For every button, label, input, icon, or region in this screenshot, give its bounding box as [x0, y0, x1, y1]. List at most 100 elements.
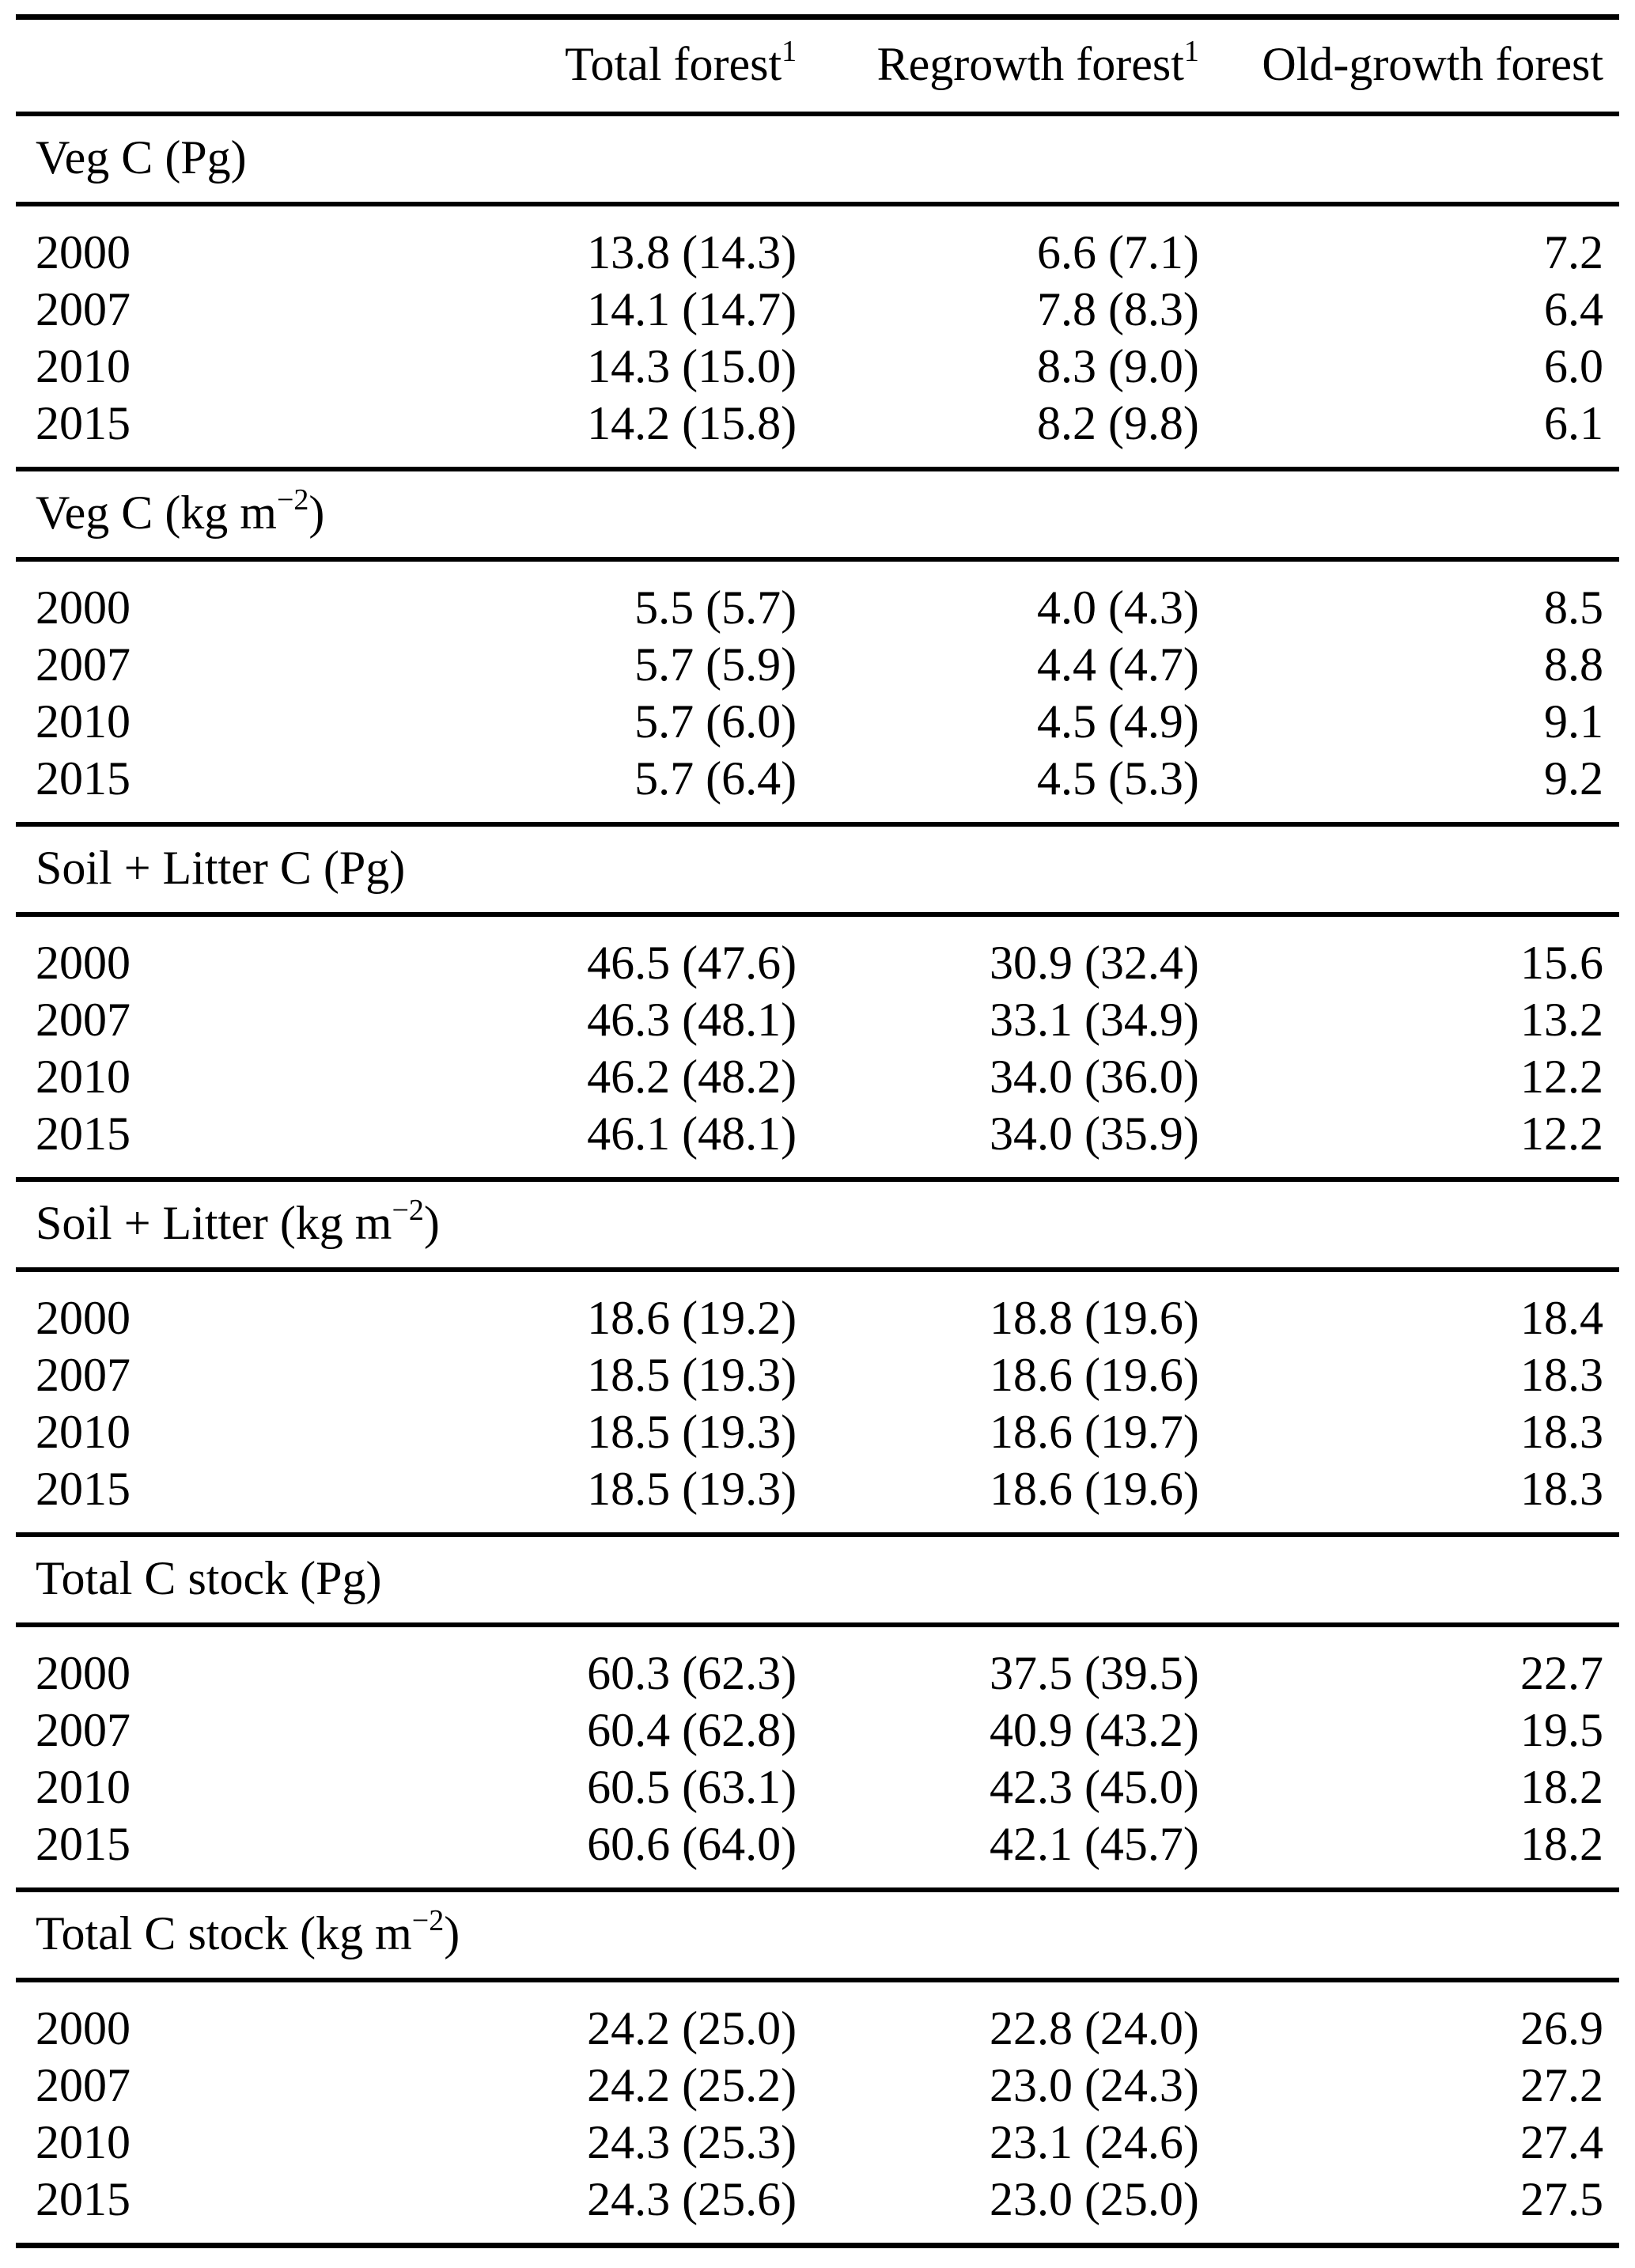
section-label-superscript: −2 — [392, 1194, 424, 1227]
year-cell: 2015 — [36, 397, 131, 449]
column-header-row: Total forest1 Regrowth forest1 Old-growt… — [16, 14, 1619, 116]
year-cell: 2007 — [36, 994, 131, 1046]
section-label: Total C stock (kg m — [36, 1907, 412, 1959]
section-label-suffix: ) — [308, 487, 325, 539]
table-row: 2010 24.3 (25.3) 23.1 (24.6) 27.4 — [16, 2114, 1619, 2171]
section-header-row: Soil + Litter C (Pg) — [16, 822, 1619, 917]
table-row: 2010 14.3 (15.0) 8.3 (9.0) 6.0 — [16, 338, 1619, 395]
year-cell: 2015 — [16, 2171, 417, 2248]
section-label-cell: Total C stock (kg m−2) — [16, 1887, 1619, 1982]
column-header-footnote-marker: 1 — [782, 35, 797, 68]
old-growth-forest-value-cell: 6.0 — [1544, 340, 1603, 392]
table-row: 2007 14.1 (14.7) 7.8 (8.3) 6.4 — [16, 281, 1619, 338]
old-growth-forest-value-cell: 12.2 — [1520, 1051, 1603, 1103]
forest-carbon-table: Total forest1 Regrowth forest1 Old-growt… — [16, 14, 1619, 2248]
total-forest-value-cell: 14.2 (15.8) — [587, 397, 797, 449]
column-header-footnote-marker: 1 — [1183, 35, 1199, 68]
regrowth-forest-value-cell: 4.5 (4.9) — [1036, 695, 1199, 748]
column-header-old-growth-forest: Old-growth forest — [1198, 14, 1619, 116]
section-header-row: Veg C (Pg) — [16, 112, 1619, 206]
table-row: 2000 13.8 (14.3) 6.6 (7.1) 7.2 — [16, 204, 1619, 281]
regrowth-forest-value-cell: 34.0 (36.0) — [989, 1051, 1199, 1103]
total-forest-value-cell: 46.3 (48.1) — [587, 994, 797, 1046]
total-forest-value-cell: 46.2 (48.2) — [587, 1051, 797, 1103]
section-label: Veg C (Pg) — [36, 131, 247, 184]
regrowth-forest-value-cell: 18.6 (19.6) — [989, 1349, 1199, 1401]
old-growth-forest-value-cell: 18.2 — [1520, 1818, 1603, 1870]
total-forest-value-cell: 5.7 (6.0) — [634, 695, 797, 748]
regrowth-forest-value-cell: 37.5 (39.5) — [989, 1647, 1199, 1699]
section-label: Total C stock (Pg) — [36, 1552, 382, 1604]
section-label: Veg C (kg m — [36, 487, 277, 539]
section-header-row: Veg C (kg m−2) — [16, 467, 1619, 562]
regrowth-forest-value-cell: 23.0 (24.3) — [989, 2059, 1199, 2111]
total-forest-value-cell: 60.5 (63.1) — [587, 1761, 797, 1813]
year-cell: 2010 — [36, 1051, 131, 1103]
old-growth-forest-value-cell: 6.4 — [1544, 283, 1603, 335]
total-forest-value-cell: 60.3 (62.3) — [587, 1647, 797, 1699]
old-growth-forest-value-cell: 18.2 — [1520, 1761, 1603, 1813]
total-forest-value-cell: 24.2 (25.0) — [587, 2002, 797, 2054]
table-row: 2010 60.5 (63.1) 42.3 (45.0) 18.2 — [16, 1759, 1619, 1816]
total-forest-value-cell: 18.5 (19.3) — [587, 1463, 797, 1515]
year-cell: 2000 — [36, 1292, 131, 1344]
year-cell: 2007 — [36, 638, 131, 691]
table-row: 2015 60.6 (64.0) 42.1 (45.7) 18.2 — [16, 1816, 1619, 1890]
old-growth-forest-value-cell: 18.3 — [1520, 1463, 1603, 1515]
old-growth-forest-value-cell: 13.2 — [1520, 994, 1603, 1046]
regrowth-forest-value-cell: 22.8 (24.0) — [989, 2002, 1199, 2054]
old-growth-forest-value-cell: 8.5 — [1544, 581, 1603, 634]
table-row: 2000 5.5 (5.7) 4.0 (4.3) 8.5 — [16, 559, 1619, 636]
table-row: 2015 5.7 (6.4) 4.5 (5.3) 9.2 — [16, 750, 1619, 824]
regrowth-forest-value-cell: 30.9 (32.4) — [989, 937, 1199, 989]
regrowth-forest-value-cell: 4.4 (4.7) — [1036, 638, 1199, 691]
year-cell: 2000 — [36, 226, 131, 278]
regrowth-forest-value-cell: 8.2 (9.8) — [1036, 397, 1199, 449]
total-forest-value-cell: 24.3 (25.3) — [587, 2116, 797, 2168]
regrowth-forest-value-cell: 4.0 (4.3) — [1036, 581, 1199, 634]
regrowth-forest-value-cell: 34.0 (35.9) — [989, 1107, 1199, 1160]
old-growth-forest-value-cell: 15.6 — [1520, 937, 1603, 989]
table-row: 2007 24.2 (25.2) 23.0 (24.3) 27.2 — [16, 2057, 1619, 2114]
year-cell: 2010 — [36, 1761, 131, 1813]
year-cell: 2010 — [36, 2116, 131, 2168]
year-cell: 2007 — [36, 1704, 131, 1756]
section-label-superscript: −2 — [276, 483, 309, 517]
table-row: 2015 24.3 (25.6) 23.0 (25.0) 27.5 — [16, 2171, 1619, 2248]
regrowth-forest-value-cell: 23.0 (25.0) — [797, 2171, 1199, 2248]
table-row: 2000 60.3 (62.3) 37.5 (39.5) 22.7 — [16, 1625, 1619, 1702]
table-row: 2010 18.5 (19.3) 18.6 (19.7) 18.3 — [16, 1403, 1619, 1460]
table-row: 2007 46.3 (48.1) 33.1 (34.9) 13.2 — [16, 991, 1619, 1048]
section-label: Soil + Litter C (Pg) — [36, 842, 406, 894]
year-cell: 2015 — [36, 752, 131, 805]
year-cell: 2000 — [36, 2002, 131, 2054]
regrowth-forest-value-cell: 18.6 (19.6) — [989, 1463, 1199, 1515]
column-header-total-forest: Total forest1 — [416, 14, 797, 116]
section-header-row: Soil + Litter (kg m−2) — [16, 1177, 1619, 1272]
year-cell: 2015 — [36, 1818, 131, 1870]
regrowth-forest-value-cell: 42.3 (45.0) — [989, 1761, 1199, 1813]
table-row: 2010 5.7 (6.0) 4.5 (4.9) 9.1 — [16, 693, 1619, 750]
table-row: 2015 46.1 (48.1) 34.0 (35.9) 12.2 — [16, 1105, 1619, 1179]
old-growth-forest-value-cell: 22.7 — [1520, 1647, 1603, 1699]
old-growth-forest-value-cell: 9.1 — [1544, 695, 1603, 748]
section-label-suffix: ) — [444, 1907, 460, 1959]
total-forest-value-cell: 5.7 (6.4) — [634, 752, 797, 805]
regrowth-forest-value-cell: 42.1 (45.7) — [989, 1818, 1199, 1870]
table-row: 2015 14.2 (15.8) 8.2 (9.8) 6.1 — [16, 395, 1619, 469]
total-forest-value-cell: 24.2 (25.2) — [587, 2059, 797, 2111]
old-growth-forest-value-cell: 18.3 — [1520, 1406, 1603, 1458]
year-cell: 2007 — [36, 2059, 131, 2111]
total-forest-value-cell: 60.4 (62.8) — [587, 1704, 797, 1756]
old-growth-forest-value-cell: 6.1 — [1544, 397, 1603, 449]
total-forest-value-cell: 5.7 (5.9) — [634, 638, 797, 691]
old-growth-forest-value-cell: 7.2 — [1544, 226, 1603, 278]
year-cell: 2000 — [36, 1647, 131, 1699]
regrowth-forest-value-cell: 40.9 (43.2) — [989, 1704, 1199, 1756]
old-growth-forest-value-cell: 12.2 — [1520, 1107, 1603, 1160]
column-header-regrowth-forest: Regrowth forest1 — [797, 14, 1199, 116]
old-growth-forest-value-cell: 18.3 — [1520, 1349, 1603, 1401]
total-forest-value-cell: 46.5 (47.6) — [587, 937, 797, 989]
old-growth-forest-value-cell: 27.5 — [1198, 2171, 1619, 2248]
